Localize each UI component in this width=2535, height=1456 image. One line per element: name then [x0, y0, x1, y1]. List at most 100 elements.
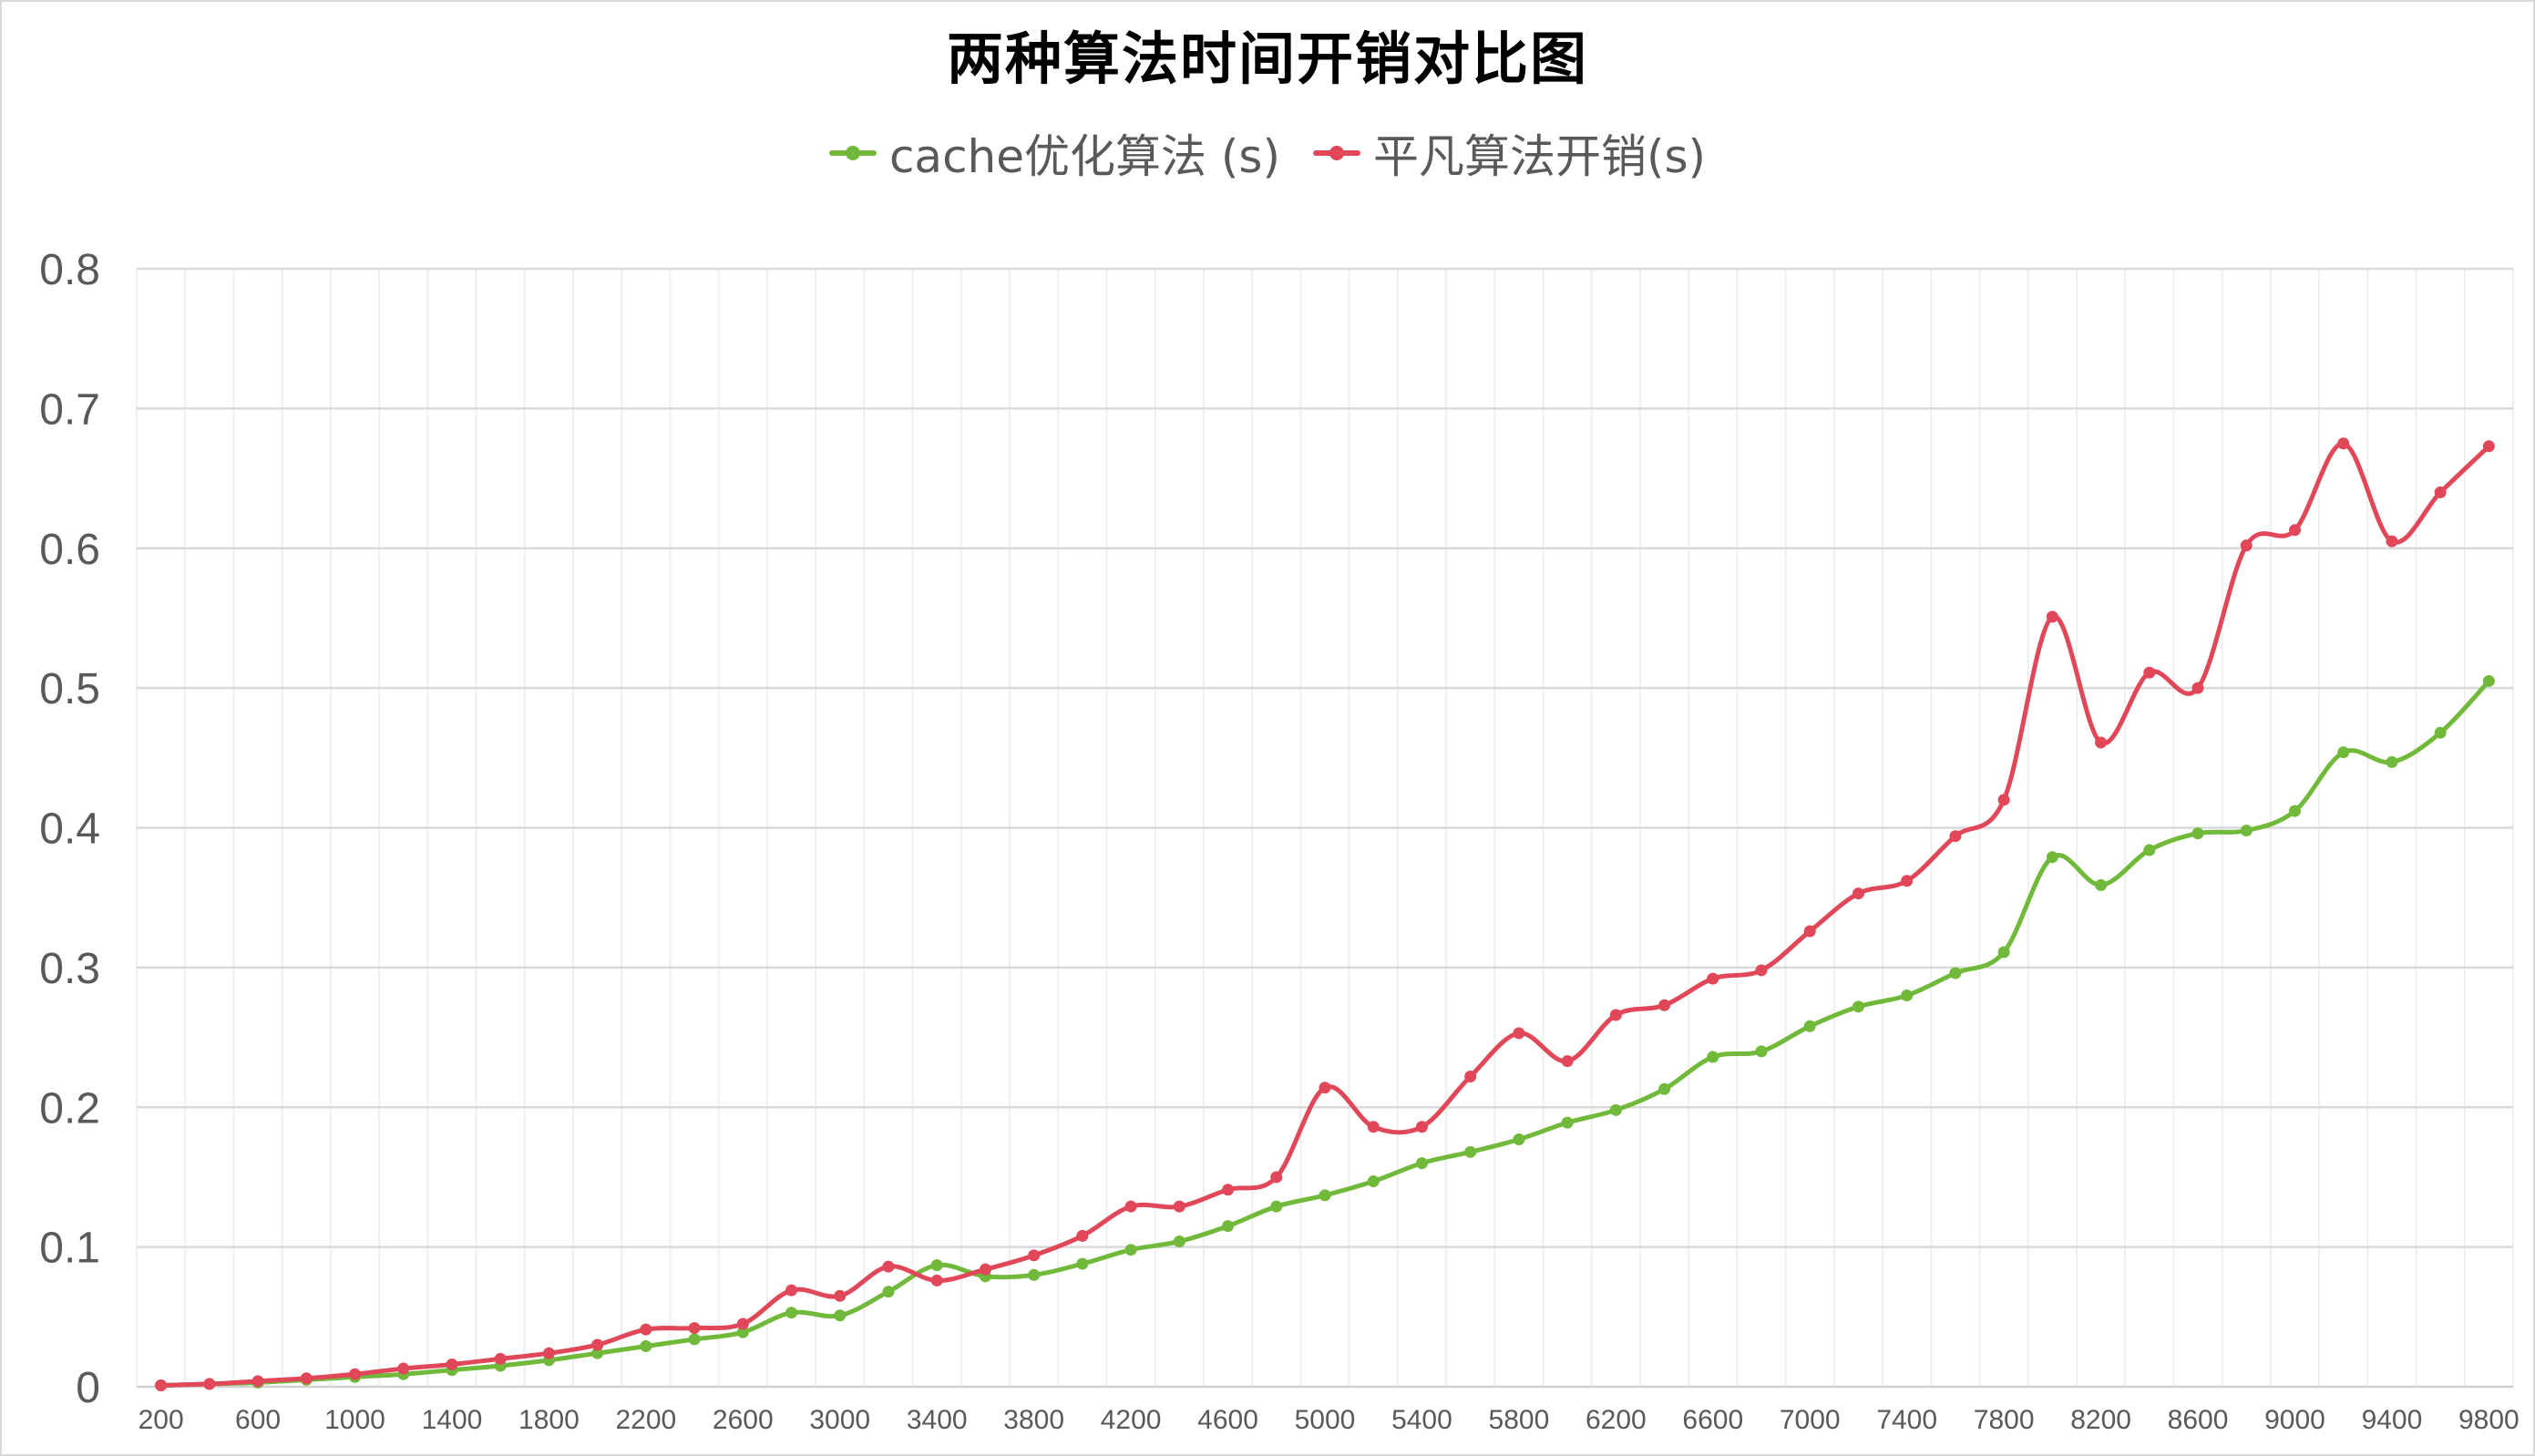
data-point-cache: [1028, 1269, 1040, 1281]
data-point-ordinary: [2289, 524, 2301, 536]
y-tick-label: 0.7: [39, 385, 100, 434]
data-point-ordinary: [1319, 1082, 1331, 1093]
y-tick-label: 0.4: [39, 805, 100, 854]
x-tick-label: 8200: [2070, 1405, 2131, 1435]
data-point-ordinary: [301, 1372, 313, 1384]
data-point-ordinary: [834, 1290, 846, 1302]
data-point-cache: [1901, 989, 1913, 1001]
data-point-ordinary: [2386, 536, 2397, 548]
data-point-ordinary: [1707, 973, 1719, 985]
data-point-cache: [1804, 1020, 1816, 1032]
data-point-cache: [1562, 1117, 1574, 1129]
x-tick-label: 4200: [1101, 1405, 1162, 1435]
data-point-cache: [1174, 1236, 1185, 1247]
data-point-ordinary: [1610, 1010, 1622, 1021]
x-tick-label: 5400: [1391, 1405, 1452, 1435]
data-point-ordinary: [2192, 682, 2204, 694]
data-point-ordinary: [1756, 964, 1768, 976]
series-line-ordinary: [161, 444, 2489, 1386]
data-point-cache: [1222, 1220, 1234, 1232]
x-tick-label: 3000: [809, 1405, 870, 1435]
x-tick-label: 6200: [1586, 1405, 1647, 1435]
data-point-ordinary: [2143, 667, 2155, 679]
x-tick-label: 7000: [1780, 1405, 1841, 1435]
data-point-ordinary: [1368, 1121, 1380, 1133]
x-tick-label: 6600: [1682, 1405, 1743, 1435]
data-point-cache: [1610, 1104, 1622, 1116]
data-point-cache: [1368, 1175, 1380, 1187]
data-point-ordinary: [1270, 1171, 1282, 1183]
data-point-cache: [1319, 1189, 1331, 1201]
data-point-ordinary: [980, 1264, 991, 1276]
data-point-cache: [2047, 851, 2058, 863]
y-tick-label: 0.6: [39, 526, 100, 574]
data-point-ordinary: [1804, 925, 1816, 937]
data-point-cache: [1658, 1083, 1670, 1095]
y-tick-label: 0.2: [39, 1084, 100, 1133]
data-point-cache: [1076, 1258, 1088, 1270]
y-tick-label: 0.3: [39, 945, 100, 993]
data-point-cache: [640, 1340, 652, 1352]
data-point-ordinary: [2483, 440, 2495, 452]
data-point-cache: [2289, 805, 2301, 817]
data-point-ordinary: [640, 1324, 652, 1336]
data-point-cache: [2386, 756, 2397, 768]
data-point-ordinary: [2435, 487, 2447, 498]
x-tick-label: 8600: [2168, 1405, 2229, 1435]
data-point-ordinary: [2337, 437, 2349, 449]
data-point-ordinary: [931, 1275, 943, 1287]
data-point-ordinary: [543, 1348, 555, 1359]
data-point-cache: [1464, 1146, 1476, 1158]
data-point-cache: [689, 1333, 701, 1345]
data-point-cache: [1707, 1051, 1719, 1063]
data-point-cache: [2143, 845, 2155, 856]
x-tick-label: 1800: [518, 1405, 580, 1435]
data-point-ordinary: [203, 1378, 215, 1389]
x-tick-label: 2200: [615, 1405, 676, 1435]
data-point-cache: [1852, 1000, 1864, 1012]
x-tick-label: 3800: [1003, 1405, 1064, 1435]
x-tick-label: 4600: [1197, 1405, 1258, 1435]
data-point-ordinary: [252, 1375, 264, 1387]
data-point-ordinary: [1174, 1201, 1185, 1213]
data-point-ordinary: [591, 1338, 603, 1350]
x-tick-label: 9800: [2458, 1405, 2520, 1435]
data-point-cache: [2192, 827, 2204, 839]
data-point-ordinary: [1222, 1184, 1234, 1195]
x-tick-label: 7800: [1974, 1405, 2035, 1435]
data-point-ordinary: [1125, 1201, 1137, 1213]
data-point-ordinary: [155, 1379, 167, 1391]
data-point-cache: [2337, 746, 2349, 758]
data-point-ordinary: [446, 1359, 457, 1370]
x-tick-label: 1400: [422, 1405, 483, 1435]
data-point-ordinary: [1416, 1121, 1428, 1133]
data-point-cache: [882, 1286, 894, 1297]
series-line-cache: [161, 681, 2489, 1385]
data-point-cache: [2483, 675, 2495, 687]
data-point-ordinary: [2047, 610, 2058, 622]
data-point-cache: [1949, 968, 1961, 979]
data-point-ordinary: [2241, 539, 2253, 551]
data-point-ordinary: [2095, 736, 2107, 748]
x-tick-label: 5000: [1295, 1405, 1356, 1435]
data-point-ordinary: [1562, 1055, 1574, 1067]
data-point-ordinary: [495, 1353, 507, 1365]
data-point-ordinary: [1998, 794, 2010, 805]
data-point-cache: [1756, 1045, 1768, 1057]
data-point-cache: [931, 1259, 943, 1271]
x-tick-label: 7400: [1876, 1405, 1937, 1435]
x-tick-label: 600: [235, 1405, 281, 1435]
data-point-cache: [1270, 1201, 1282, 1213]
data-point-ordinary: [785, 1285, 797, 1297]
data-point-cache: [2095, 879, 2107, 891]
data-point-ordinary: [1949, 830, 1961, 842]
data-point-cache: [785, 1307, 797, 1318]
x-tick-label: 2600: [713, 1405, 774, 1435]
x-tick-label: 9000: [2264, 1405, 2325, 1435]
data-point-ordinary: [397, 1363, 409, 1375]
x-tick-label: 3400: [907, 1405, 968, 1435]
y-tick-label: 0: [76, 1364, 100, 1412]
data-point-ordinary: [882, 1261, 894, 1273]
data-point-ordinary: [1901, 875, 1913, 887]
